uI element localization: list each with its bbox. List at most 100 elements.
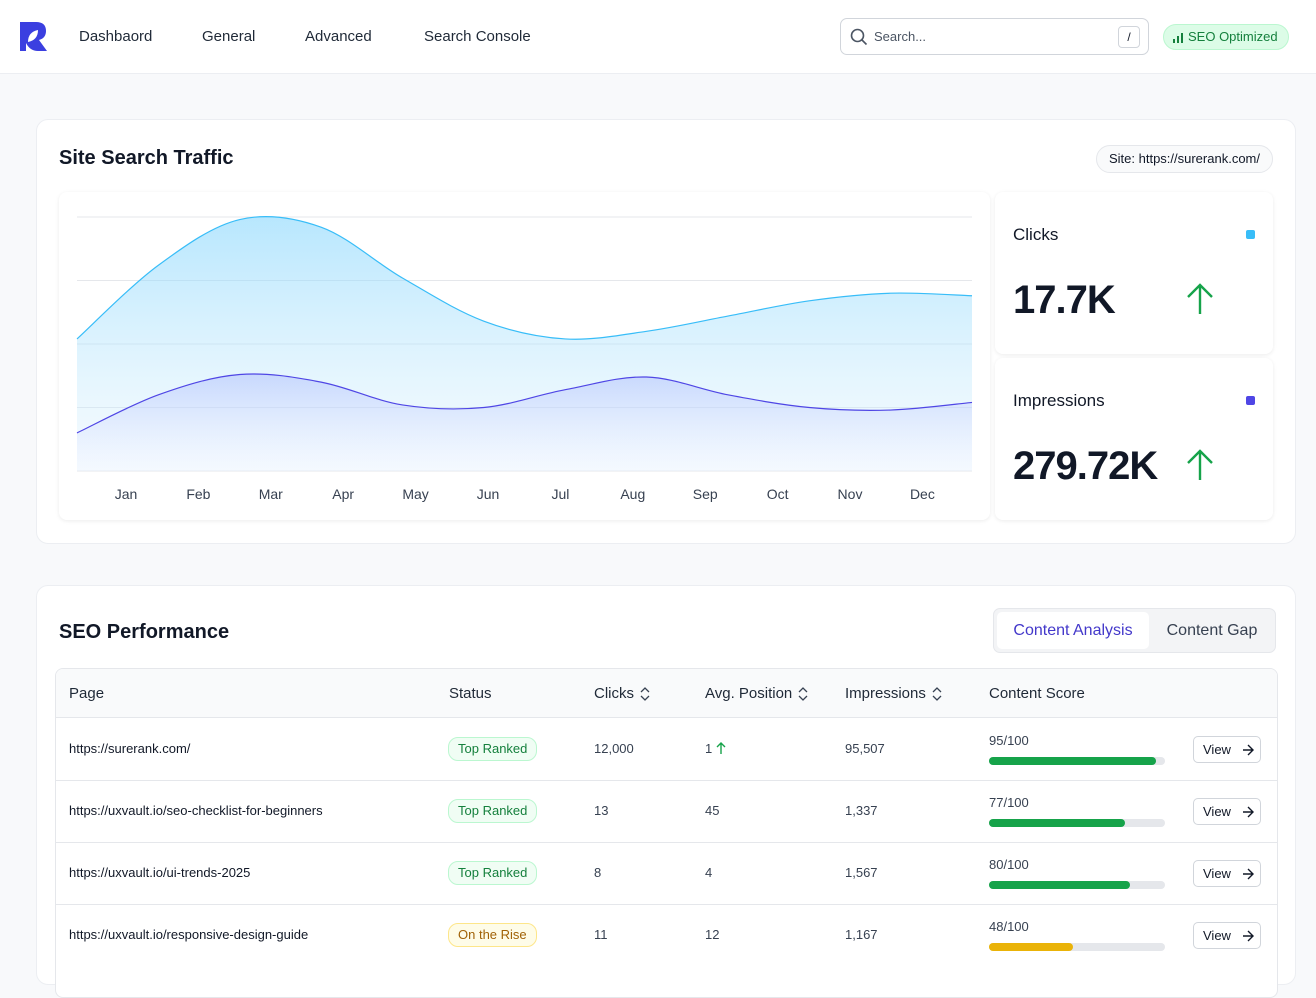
- x-tick-label: Oct: [767, 486, 789, 502]
- clicks: 12,000: [594, 741, 634, 756]
- section-title: Site Search Traffic: [59, 147, 234, 170]
- score-label: 77/100: [989, 795, 1029, 810]
- sort-icon: [932, 687, 942, 701]
- x-tick-label: Jul: [551, 486, 569, 502]
- performance-card: SEO Performance Content Analysis Content…: [36, 585, 1296, 985]
- status-badge: Top Ranked: [448, 799, 537, 823]
- x-tick-label: Jun: [477, 486, 500, 502]
- view-button[interactable]: View: [1193, 798, 1261, 825]
- x-tick-label: Apr: [332, 486, 354, 502]
- column-header: Page: [69, 685, 104, 702]
- clicks: 8: [594, 865, 601, 880]
- row-divider: [56, 904, 1278, 905]
- arrow-icon: [1242, 868, 1255, 880]
- row-divider: [56, 780, 1278, 781]
- sort-icon: [640, 687, 650, 701]
- badge-text: SEO Optimized: [1188, 29, 1278, 44]
- arrow-icon: [1242, 930, 1255, 942]
- view-button[interactable]: View: [1193, 860, 1261, 887]
- section-title: SEO Performance: [59, 621, 229, 644]
- status-badge: Top Ranked: [448, 737, 537, 761]
- score-track: [989, 943, 1165, 951]
- button-label: View: [1203, 742, 1231, 757]
- page-url[interactable]: https://uxvault.io/responsive-design-gui…: [69, 927, 308, 942]
- impressions: 1,567: [845, 865, 878, 880]
- position: 45: [705, 803, 719, 818]
- arrow-icon: [1242, 744, 1255, 756]
- trend-arrow: [1185, 282, 1215, 316]
- stat-value: 279.72K: [1013, 444, 1157, 489]
- column-header[interactable]: Avg. Position: [705, 685, 792, 702]
- search-icon: [850, 28, 868, 46]
- x-tick-label: Sep: [693, 486, 718, 502]
- score-bar: [989, 881, 1130, 889]
- legend-swatch: [1246, 396, 1255, 405]
- x-tick-label: Nov: [838, 486, 863, 502]
- x-tick-label: May: [402, 486, 428, 502]
- page-url[interactable]: https://uxvault.io/ui-trends-2025: [69, 865, 250, 880]
- button-label: View: [1203, 928, 1231, 943]
- x-tick-label: Feb: [186, 486, 210, 502]
- legend-swatch: [1246, 230, 1255, 239]
- score-label: 48/100: [989, 919, 1029, 934]
- status-badge: Top Ranked: [448, 861, 537, 885]
- trend-arrow: [716, 742, 726, 755]
- position: 4: [705, 865, 712, 880]
- chart: Jan Feb Mar Apr May Jun Jul Aug Sep Oct Nov Dec: [59, 192, 990, 520]
- status-badge: SEO Optimized: [1163, 24, 1289, 50]
- position: 1: [705, 741, 712, 756]
- impressions: 1,337: [845, 803, 878, 818]
- tab[interactable]: Content Gap: [1151, 612, 1273, 649]
- nav-item[interactable]: Search Console: [424, 28, 531, 45]
- stat-label: Impressions: [1013, 391, 1105, 411]
- nav-item[interactable]: Advanced: [305, 28, 372, 45]
- page-url[interactable]: https://uxvault.io/seo-checklist-for-beg…: [69, 803, 323, 818]
- score-track: [989, 757, 1165, 765]
- score-label: 80/100: [989, 857, 1029, 872]
- page: Dashbaord General Advanced Search Console S…: [0, 0, 1316, 942]
- logo[interactable]: [18, 20, 48, 52]
- stat-card: Clicks 17.7K: [995, 192, 1273, 354]
- column-header: Status: [449, 685, 492, 702]
- nav-item[interactable]: Dashbaord: [79, 28, 152, 45]
- chart-card: Jan Feb Mar Apr May Jun Jul Aug Sep Oct Nov Dec: [59, 192, 990, 520]
- header: Dashbaord General Advanced Search Console S…: [0, 0, 1316, 74]
- clicks: 13: [594, 803, 608, 818]
- button-label: View: [1203, 804, 1231, 819]
- impressions: 95,507: [845, 741, 885, 756]
- column-header[interactable]: Clicks: [594, 685, 634, 702]
- table-header: [56, 669, 1278, 718]
- score-bar: [989, 757, 1156, 765]
- sort-icon: [798, 687, 808, 701]
- column-header[interactable]: Impressions: [845, 685, 926, 702]
- page-url[interactable]: https://surerank.com/: [69, 741, 190, 756]
- trend-arrow: [1185, 448, 1215, 482]
- tabs: Content Analysis Content Gap: [993, 608, 1276, 653]
- site-pill: Site: https://surerank.com/: [1096, 145, 1273, 173]
- x-tick-label: Mar: [259, 486, 283, 502]
- nav-item[interactable]: General: [202, 28, 255, 45]
- table: Page Status Clicks Avg. Position Impressions…: [55, 668, 1278, 998]
- score-track: [989, 819, 1165, 827]
- row-divider: [56, 842, 1278, 843]
- x-tick-label: Jan: [115, 486, 138, 502]
- x-tick-label: Aug: [620, 486, 645, 502]
- badge-icon: [1173, 33, 1183, 43]
- score-bar: [989, 943, 1073, 951]
- shortcut: /: [1118, 26, 1140, 48]
- score-bar: [989, 819, 1125, 827]
- view-button[interactable]: View: [1193, 922, 1261, 949]
- button-label: View: [1203, 866, 1231, 881]
- column-header: Content Score: [989, 685, 1085, 702]
- view-button[interactable]: View: [1193, 736, 1261, 763]
- stat-value: 17.7K: [1013, 278, 1115, 323]
- x-tick-label: Dec: [910, 486, 935, 502]
- score-track: [989, 881, 1165, 889]
- tab-active[interactable]: Content Analysis: [997, 612, 1149, 649]
- arrow-icon: [1242, 806, 1255, 818]
- status-badge: On the Rise: [448, 923, 537, 947]
- stat-card: Impressions 279.72K: [995, 358, 1273, 520]
- stat-label: Clicks: [1013, 225, 1058, 245]
- search-box[interactable]: Search... /: [840, 18, 1149, 55]
- position: 12: [705, 927, 719, 942]
